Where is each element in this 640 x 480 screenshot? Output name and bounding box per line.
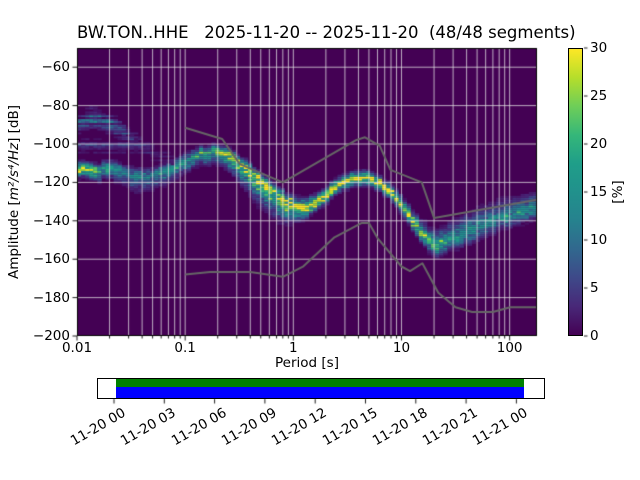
y-tick-label: −80 [41,97,71,114]
y-axis-label: Amplitude [m²/s⁴/Hz] [dB] [5,82,23,302]
x-tick-label: 1 [289,340,298,356]
y-tick-label: −60 [41,59,71,76]
colorbar-tick-label: 20 [590,136,608,152]
y-tick-label: −160 [32,251,70,268]
y-tick-label: −100 [32,136,70,152]
x-axis-label: Period [s] [275,355,339,371]
colorbar-tick-label: 30 [590,40,608,56]
y-tick-label: −180 [32,289,70,306]
colorbar-label: [%] [610,180,626,204]
plot-title: BW.TON..HHE 2025-11-20 -- 2025-11-20 (48… [77,23,576,42]
colorbar-tick-label: 5 [590,280,599,296]
colorbar-tick-label: 15 [590,184,608,200]
timeline-coverage-strip-blue [115,387,524,398]
x-tick-label: 100 [496,340,523,356]
y-tick-label: −120 [32,174,70,191]
x-tick-label: 0.1 [174,340,196,356]
x-tick-label: 0.01 [61,340,93,356]
y-tick-label: −140 [32,212,70,229]
colorbar [568,48,583,336]
y-tick-label: −200 [32,328,70,344]
colorbar-tick-label: 10 [590,232,608,248]
colorbar-tick-label: 25 [590,88,608,104]
colorbar-tick-label: 0 [590,328,599,344]
timeline-coverage-strip-green [115,379,524,388]
x-tick-label: 10 [392,340,411,356]
